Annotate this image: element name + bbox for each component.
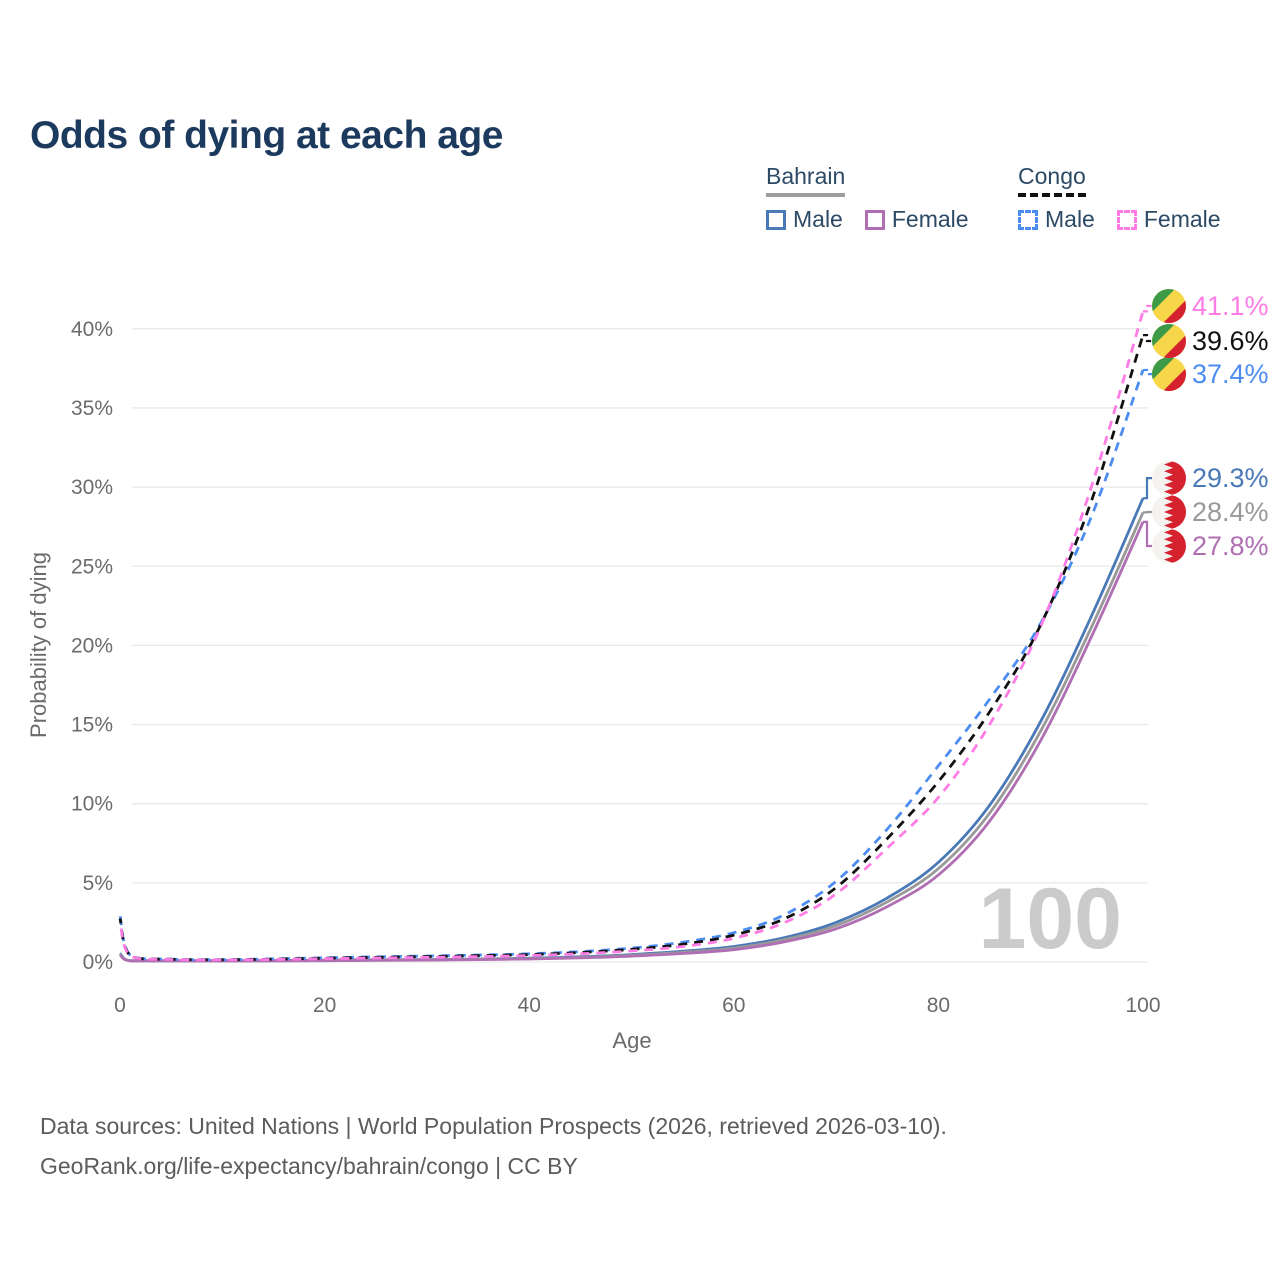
y-tick-label-0: 0% [83,951,113,974]
legend-label-congo-male: Male [1045,206,1095,232]
end-label-congo-female: 41.1% [1192,291,1269,321]
end-label-congo-male: 37.4% [1192,359,1269,389]
x-tick-label-20: 20 [313,994,336,1017]
legend-country-bahrain[interactable]: Bahrain [766,163,846,197]
curve-congo-both[interactable] [118,334,1145,962]
end-label-congo-both: 39.6% [1192,326,1269,356]
y-tick-label-5: 5% [83,872,113,895]
legend-item-congo-male[interactable]: Male [1018,206,1095,233]
congo-flag-icon [1152,289,1186,323]
y-tick-label-25: 25% [71,555,113,578]
x-tick-label-40: 40 [518,994,541,1017]
y-tick-label-20: 20% [71,634,113,657]
legend-label-congo-female: Female [1143,206,1221,232]
bahrain-flag-icon [1152,461,1186,495]
footer-data-sources: Data sources: United Nations | World Pop… [40,1113,947,1139]
x-tick-label-0: 0 [114,994,126,1017]
bahrain-male-swatch-icon [766,209,786,230]
x-tick-label-60: 60 [722,994,745,1017]
y-tick-label-10: 10% [71,793,113,816]
y-axis-title: Probability of dying [26,552,51,738]
congo-flag-icon [1152,324,1186,358]
bahrain-female-swatch-icon [864,209,885,230]
end-label-bahrain-male: 29.3% [1192,463,1269,493]
bahrain-flag-icon [1152,529,1186,563]
congo-flag-icon [1152,357,1186,391]
curve-layer [118,311,1145,963]
leader-line-congo-female [1143,304,1152,313]
x-axis-title: Age [612,1028,651,1053]
legend-group-bahrain: Bahrain Male Female [766,163,969,233]
grid-layer [132,328,1148,963]
curve-bahrain-female[interactable] [119,521,1145,963]
footer-attribution: GeoRank.org/life-expectancy/bahrain/cong… [40,1153,578,1179]
legend-item-bahrain-female[interactable]: Female [864,206,969,233]
annotation-layer: 29.3% 28.4% 27.8% 37.4%39.6% 41.1% [1143,289,1269,563]
legend-country-congo[interactable]: Congo [1018,163,1086,197]
leader-line-bahrain-female [1143,520,1152,548]
leader-line-bahrain-male [1143,477,1152,500]
curve-congo-male[interactable] [118,369,1145,962]
legend-item-congo-female[interactable]: Female [1116,206,1221,233]
watermark-age-100: 100 [979,871,1123,967]
footer: Data sources: United Nations | World Pop… [40,1106,947,1186]
y-tick-label-30: 30% [71,476,113,499]
congo-male-swatch-icon [1018,209,1038,230]
y-tick-label-35: 35% [71,397,113,420]
y-tick-label-40: 40% [71,318,113,341]
legend-item-bahrain-male[interactable]: Male [766,206,843,233]
curve-congo-female[interactable] [118,311,1145,962]
end-label-bahrain-female: 27.8% [1192,531,1269,561]
tick-layer: 0% 5% 10% 15% 20% 25% 30% 35% 40% 0 20 40 60 80 100 [71,318,1161,1017]
x-tick-label-100: 100 [1125,994,1160,1017]
x-tick-label-80: 80 [927,994,950,1017]
legend-label-bahrain-male: Male [793,206,843,232]
leader-line-congo-male [1143,368,1152,376]
congo-female-swatch-icon [1116,209,1137,230]
legend-label-bahrain-female: Female [891,206,969,232]
chart-canvas: 100 0% 5% 10% 15% 20% 25% 30% 35% 40% 0 20 40 60 80 10… [26,0,1269,1053]
leader-line-congo-both [1143,334,1152,343]
end-label-bahrain-both: 28.4% [1192,497,1269,527]
legend-group-congo: Congo Male Female [1018,163,1221,233]
y-tick-label-15: 15% [71,714,113,737]
bahrain-flag-icon [1152,495,1186,529]
page-title: Odds of dying at each age [30,114,503,158]
